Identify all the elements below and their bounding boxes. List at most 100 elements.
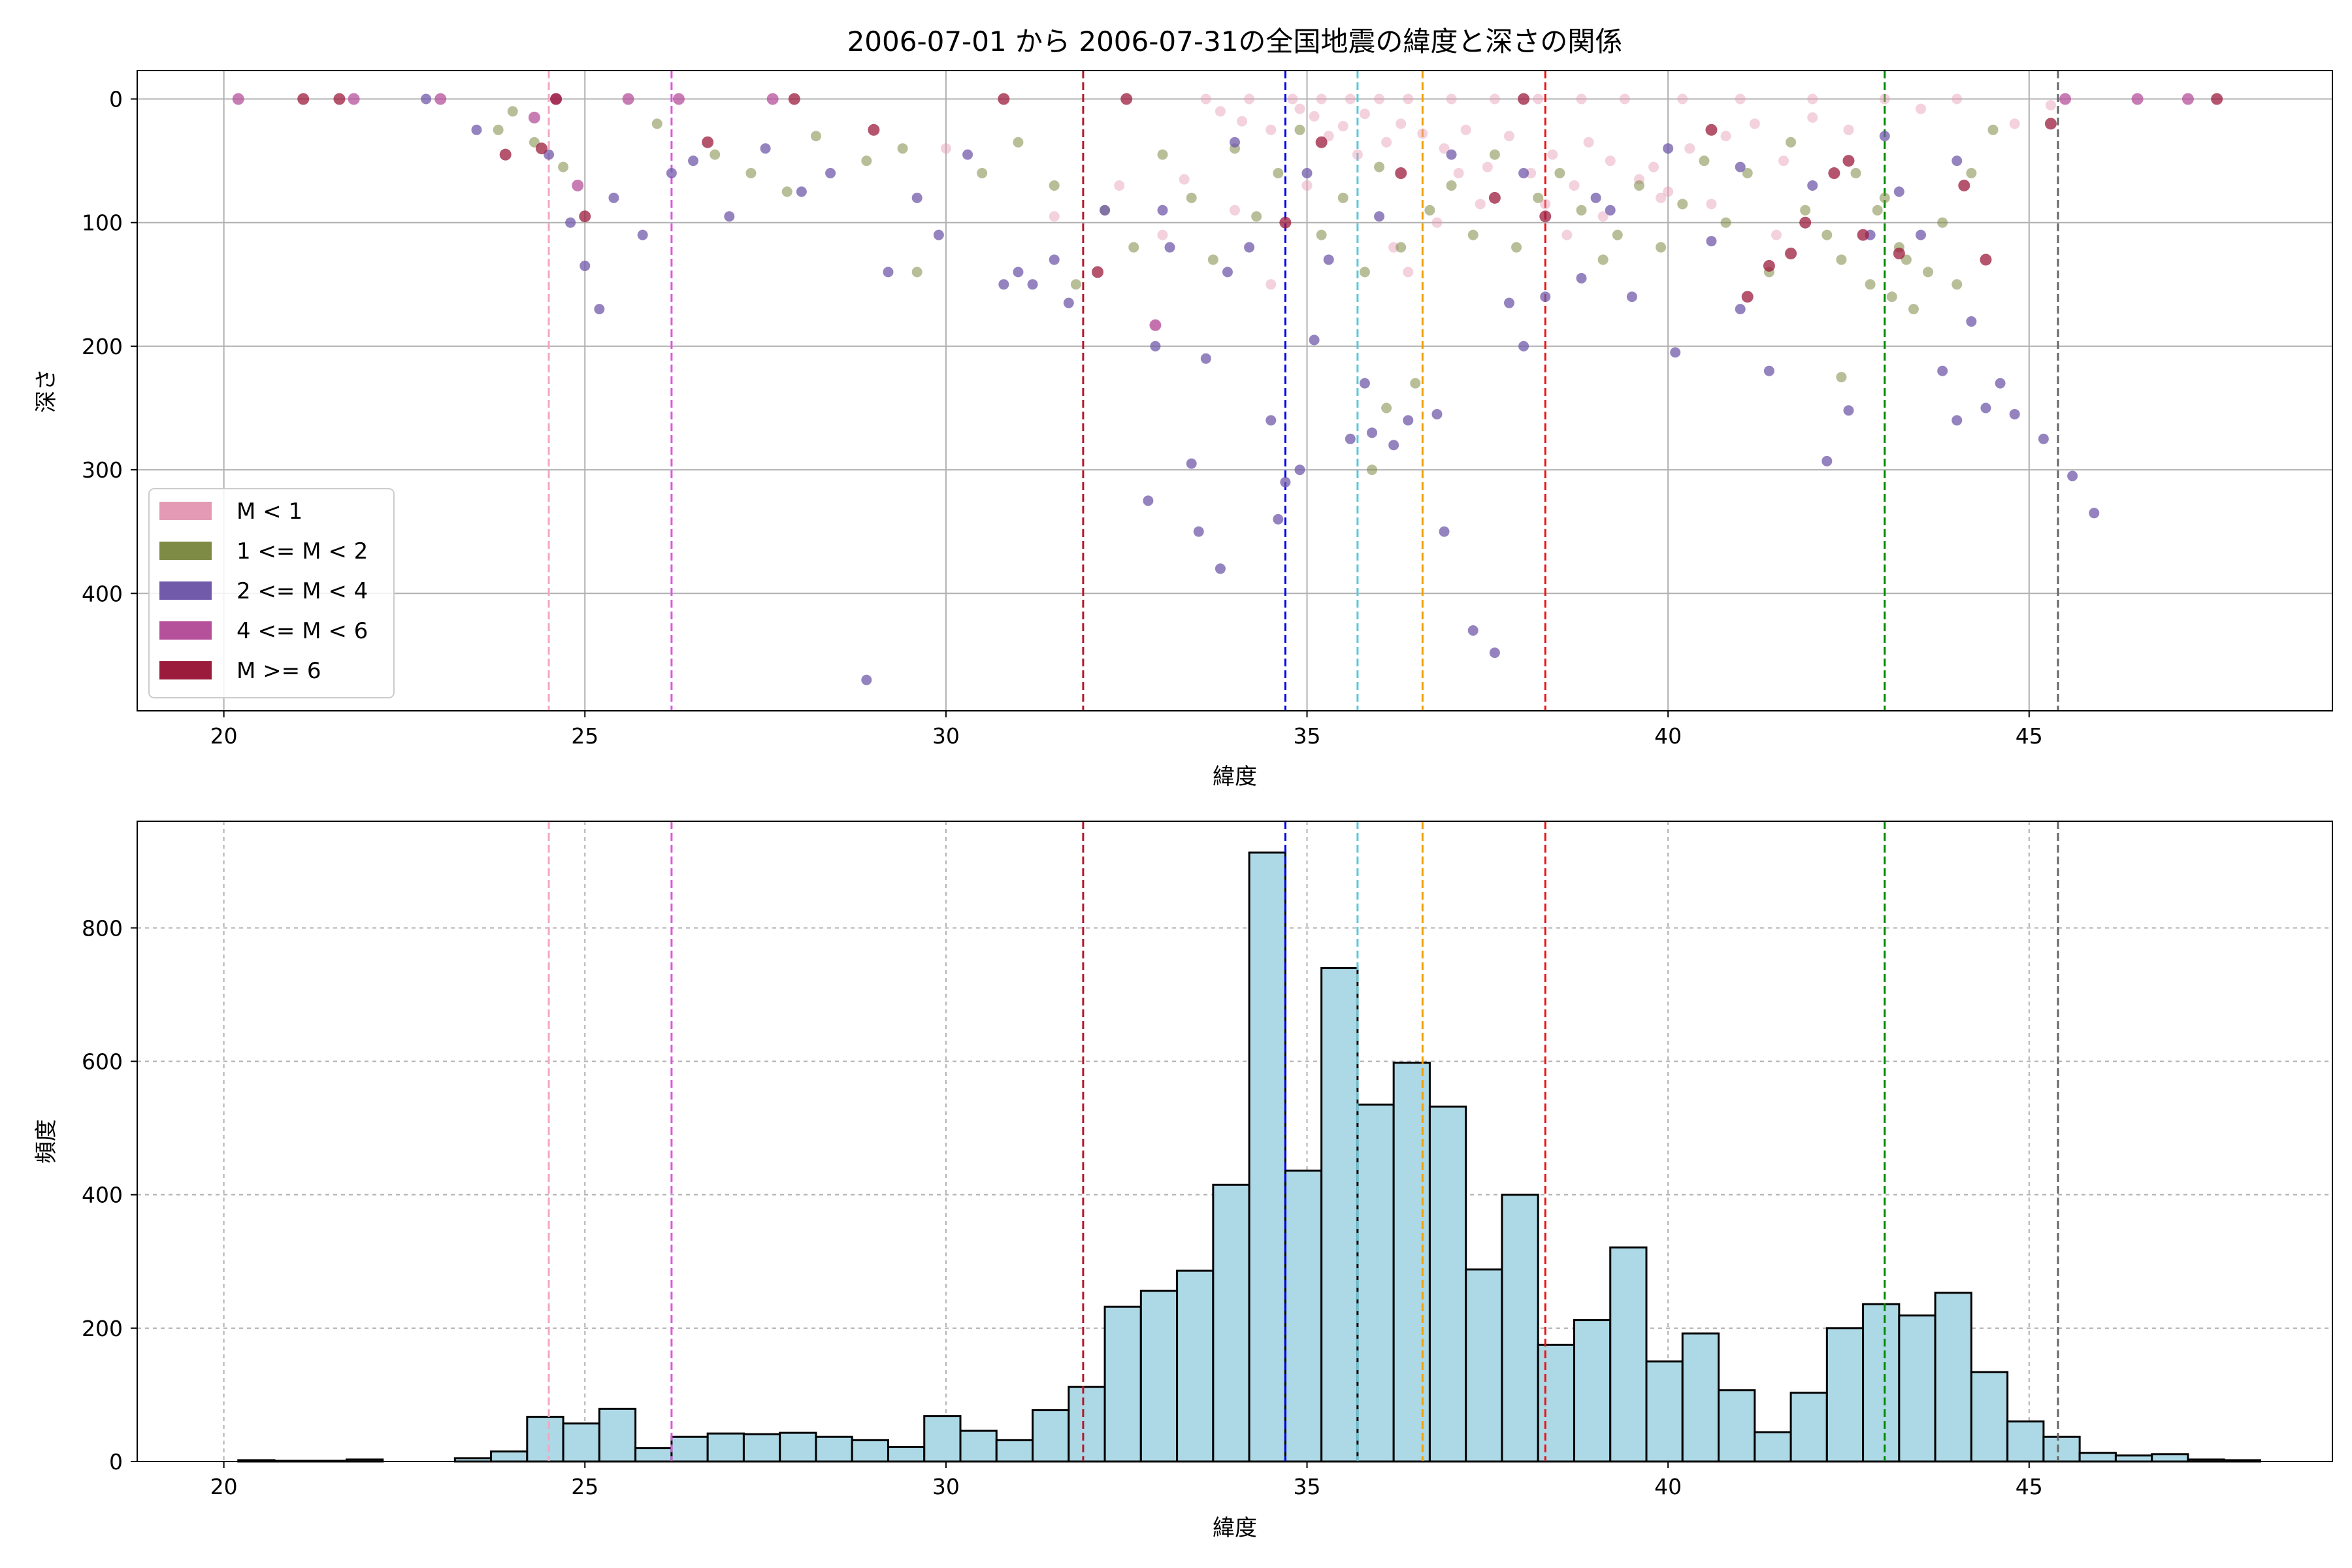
scatter-point [1215,563,1226,574]
scatter-point [1446,149,1457,160]
legend-label: 2 <= M < 4 [237,578,368,604]
scatter-point [1381,402,1392,414]
scatter-point [1157,204,1168,216]
scatter-point [1374,211,1385,222]
histogram-bar [1934,1292,1972,1463]
scatter-point [1879,192,1890,203]
scatter-plot-area [137,71,2332,711]
scatter-point [1186,192,1197,203]
scatter-point [724,211,735,222]
scatter-point [1735,304,1746,315]
legend-items: M < 1 1 <= M < 2 2 <= M < 4 4 <= M < 6 M >= … [159,498,368,684]
histogram-x-tick-label: 40 [1654,1474,1682,1499]
scatter-point [2067,470,2078,482]
scatter-point [1785,248,1797,259]
scatter-point [1460,124,1471,135]
scatter-point [1843,405,1854,416]
scatter-point [1446,180,1457,191]
scatter-point [1396,242,1407,253]
scatter-reference-lines [547,71,2059,711]
scatter-point [1763,365,1774,376]
scatter-point [1699,155,1710,167]
histogram-bar [1176,1269,1215,1463]
scatter-point [1561,229,1573,240]
scatter-point [1309,111,1320,122]
histogram-bar [742,1433,781,1463]
scatter-point [558,161,569,172]
histogram-plot-frame [137,821,2333,1462]
scatter-point [998,279,1009,290]
scatter-point [1446,93,1457,105]
scatter-point [2045,99,2056,110]
scatter-point [1215,106,1226,117]
scatter-point [1952,93,1963,105]
histogram-bar [851,1439,889,1463]
scatter-point [1504,297,1514,308]
scatter-point [1741,291,1754,303]
scatter-point [1200,353,1211,364]
scatter-point [421,93,432,105]
scatter-point [1489,647,1500,659]
scatter-point [1807,93,1818,105]
histogram-bar [2151,1453,2189,1463]
scatter-point [1439,143,1450,154]
scatter-point [1309,335,1320,346]
legend-label: 1 <= M < 2 [237,538,368,564]
scatter-point [1952,415,1963,426]
scatter-point [1518,168,1529,179]
histogram-bar [1609,1246,1648,1463]
scatter-point [1475,199,1486,210]
scatter-point [1619,93,1630,105]
scatter-point [1230,204,1240,216]
scatter-point [1526,168,1537,179]
scatter-point [1280,477,1291,487]
scatter-point [1128,242,1139,253]
scatter-point [781,186,792,197]
scatter-point [1966,316,1977,327]
scatter-point [1735,93,1746,105]
scatter-point [868,123,880,136]
scatter-point [1266,279,1277,290]
scatter-point [933,229,944,240]
scatter-point [1200,93,1211,105]
histogram-x-tick-label: 35 [1294,1474,1321,1499]
scatter-point [1857,229,1869,241]
scatter-point [1533,192,1544,203]
scatter-point [1301,180,1313,191]
scatter-point [1100,204,1111,216]
scatter-gridlines [137,71,2332,711]
scatter-point [766,93,779,105]
histogram-bar [815,1435,853,1463]
scatter-points [232,93,2223,685]
scatter-x-tick-label: 45 [2016,723,2043,749]
scatter-point [1244,93,1255,105]
legend-label: M >= 6 [237,658,321,684]
scatter-point [1186,458,1197,469]
scatter-point [535,142,547,155]
scatter-point [1576,272,1587,284]
scatter-point [1120,93,1133,105]
histogram-y-tick-label: 600 [82,1049,123,1075]
histogram-y-tick-label: 800 [82,915,123,941]
histogram-bar [1789,1392,1828,1463]
scatter-point [1230,137,1240,148]
scatter-point [1626,291,1637,302]
scatter-point [1799,216,1812,229]
scatter-point [1345,433,1356,444]
scatter-point [1157,149,1168,160]
scatter-point [1952,155,1963,167]
scatter-point [622,93,634,105]
scatter-point [1923,267,1934,278]
histogram-x-tick-label: 25 [571,1474,598,1499]
scatter-point [579,210,591,223]
scatter-point [1403,415,1414,426]
scatter-point [940,143,951,154]
histogram-bar [2042,1435,2081,1463]
scatter-point [1540,199,1551,210]
histogram-bar [2006,1420,2045,1463]
legend-swatch [159,661,212,679]
scatter-point [1843,124,1854,135]
histogram-bar [1139,1290,1179,1463]
scatter-point [1511,242,1522,253]
histogram-bar [923,1415,962,1463]
